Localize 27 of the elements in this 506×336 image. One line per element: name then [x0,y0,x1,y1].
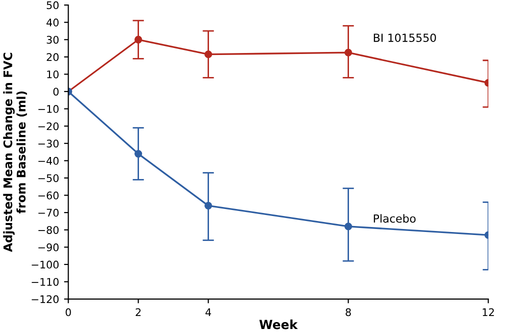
x-tick-label: 0 [66,308,71,316]
y-tick-label: 40 [46,18,59,26]
y-tick-label: −40 [38,156,59,165]
x-tick-label: 4 [206,308,212,316]
y-axis-title: Adjusted Mean Change in FVC from Baseline (ml) [3,52,27,252]
x-tick-label: 8 [346,308,351,316]
y-tick-label: 20 [46,53,59,62]
y-tick-label: −50 [38,174,59,182]
y-tick-label: −70 [38,208,59,217]
y-tick-label: −10 [38,105,59,113]
series-label: BI 1015550 [374,34,436,42]
y-tick-label: −90 [38,243,59,252]
y-tick-label: −80 [38,226,59,234]
x-tick-label: 2 [136,308,141,316]
y-tick-label: 30 [46,36,59,44]
y-tick-label: −100 [32,260,59,269]
series-label: Placebo [374,214,416,223]
y-tick-label: −110 [32,278,59,286]
x-axis-title: Week [259,320,298,330]
y-tick-label: −20 [38,122,59,130]
y-tick-label: −120 [32,295,59,304]
y-tick-label: −60 [38,192,59,200]
y-tick-label: −30 [38,140,59,148]
x-tick-label: 12 [482,308,494,316]
y-tick-label: 10 [47,70,59,78]
y-tick-label: 50 [46,1,59,10]
y-tick-label: 0 [53,88,59,96]
